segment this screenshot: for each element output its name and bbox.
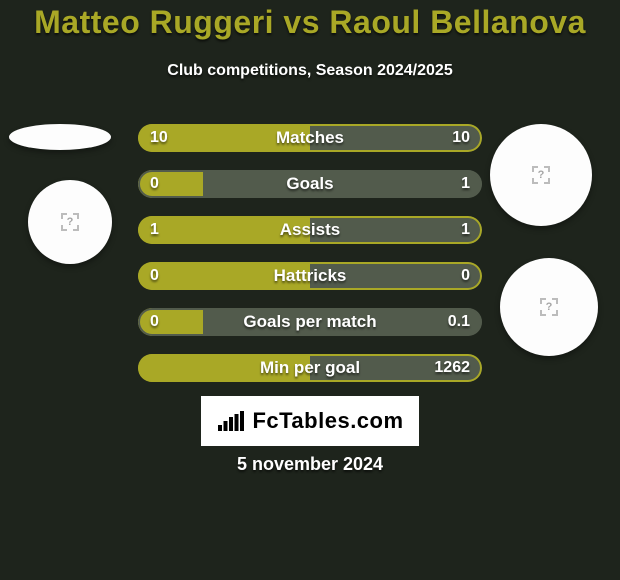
stat-bar-fill-left — [138, 354, 310, 382]
stat-bar: Goals01 — [138, 170, 482, 198]
bars-icon — [216, 407, 246, 435]
subtitle: Club competitions, Season 2024/2025 — [0, 62, 620, 80]
stat-bar: Min per goal1262 — [138, 354, 482, 382]
date-label: 5 november 2024 — [0, 454, 620, 475]
stat-bar-fill-left — [138, 308, 203, 336]
stat-bar-fill-left — [138, 216, 310, 244]
stat-bar-fill-right — [310, 262, 482, 290]
stat-bar-fill-right — [203, 308, 482, 336]
stat-bar-fill-left — [138, 262, 310, 290]
stat-bar: Goals per match00.1 — [138, 308, 482, 336]
comparison-infographic: Matteo Ruggeri vs Raoul Bellanova Club c… — [0, 0, 620, 580]
stat-bar-fill-left — [138, 124, 310, 152]
image-placeholder-icon — [532, 166, 550, 184]
image-placeholder-icon — [540, 298, 558, 316]
watermark: FcTables.com — [201, 396, 419, 446]
avatar-circle-right-bottom — [500, 258, 598, 356]
watermark-text: FcTables.com — [252, 408, 403, 434]
comparison-bars: Matches1010 Goals01 Assists11 Hattricks00 Go… — [138, 124, 482, 382]
avatar-circle-left — [28, 180, 112, 264]
stat-bar: Matches1010 — [138, 124, 482, 152]
page-title: Matteo Ruggeri vs Raoul Bellanova — [0, 4, 620, 41]
stat-bar-fill-right — [203, 170, 482, 198]
avatar-ellipse-left — [9, 124, 111, 150]
stat-bar-fill-right — [310, 216, 482, 244]
stat-bar-fill-left — [138, 170, 203, 198]
stat-bar-fill-right — [310, 124, 482, 152]
stat-bar: Assists11 — [138, 216, 482, 244]
stat-bar: Hattricks00 — [138, 262, 482, 290]
stat-bar-fill-right — [310, 354, 482, 382]
avatar-circle-right-top — [490, 124, 592, 226]
image-placeholder-icon — [61, 213, 79, 231]
